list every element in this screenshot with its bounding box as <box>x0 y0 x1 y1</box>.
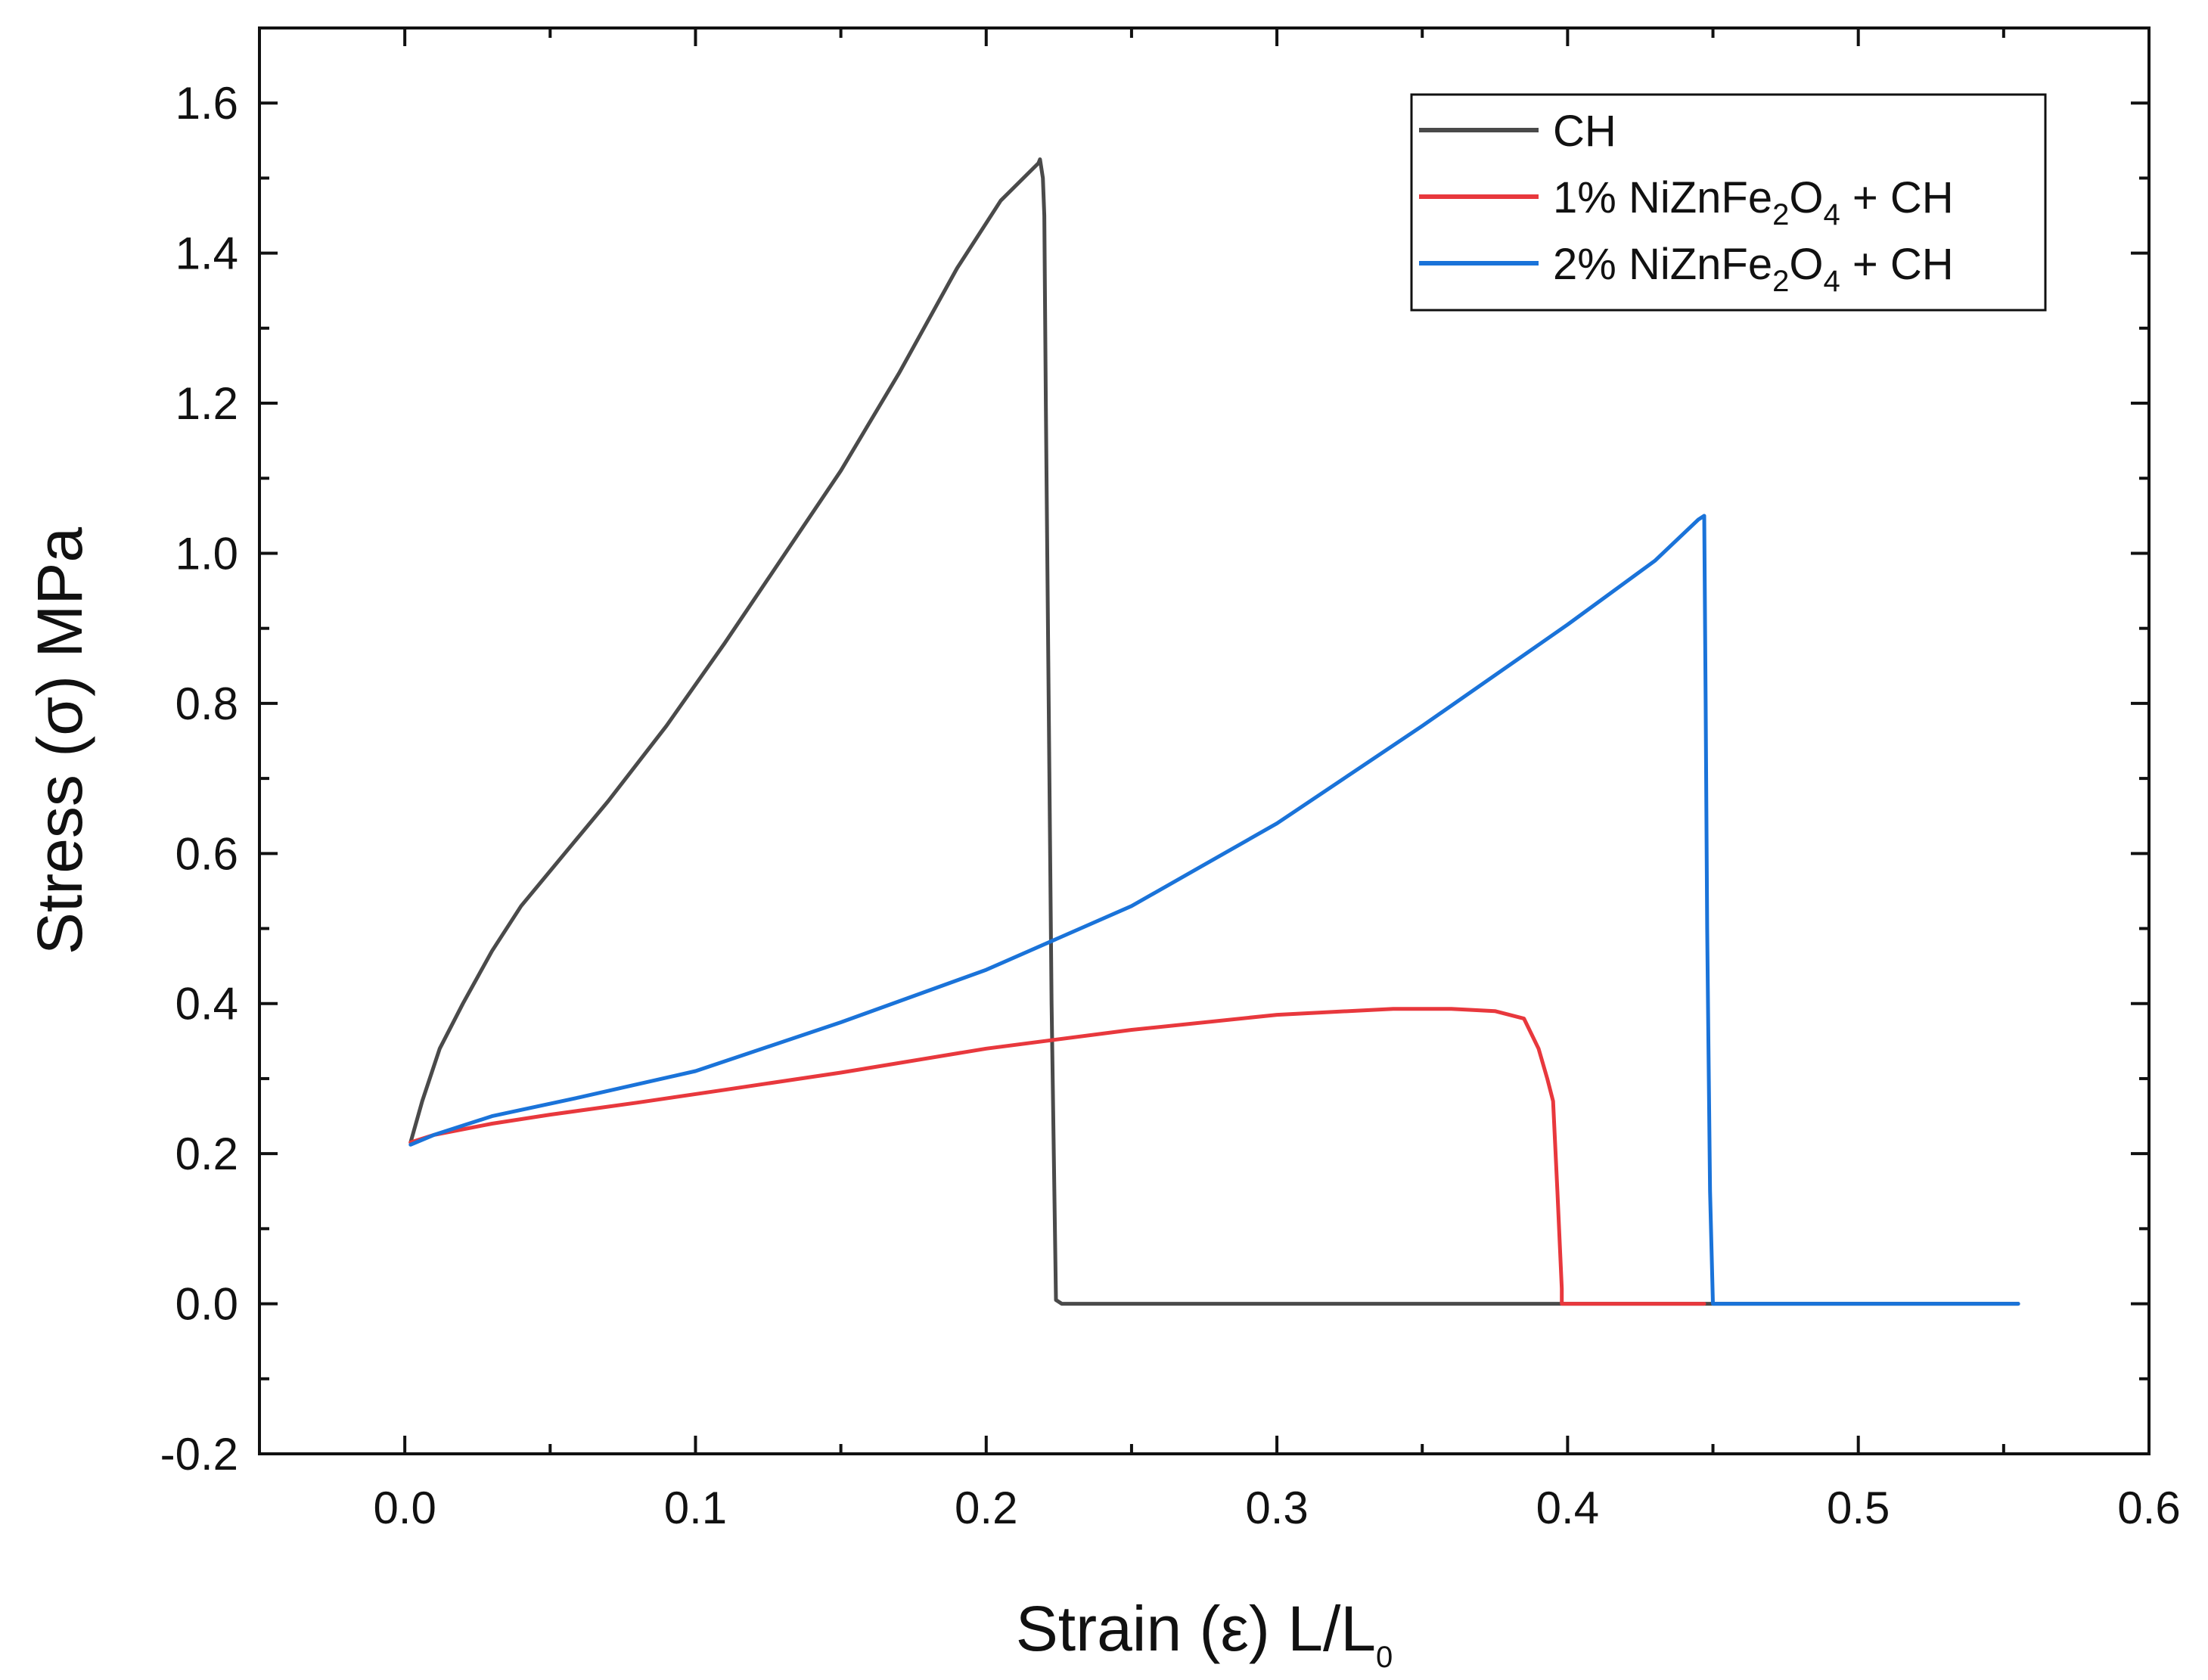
y-axis-title: Stress (σ) MPa <box>24 527 95 955</box>
x-tick-label: 0.5 <box>1827 1483 1890 1533</box>
x-tick-label: 0.2 <box>955 1483 1017 1533</box>
x-axis-title-subscript: 0 <box>1376 1641 1393 1674</box>
series-layer <box>408 157 2020 1306</box>
x-tick-label: 0.0 <box>373 1483 436 1533</box>
legend-label-3: 2% NiZnFe2O4 + CH <box>1553 240 1954 298</box>
y-tick-label: 0.2 <box>175 1129 238 1179</box>
plot-frame <box>258 26 2151 1455</box>
y-tick-label: 0.6 <box>175 828 238 879</box>
x-tick-label: 0.6 <box>2117 1483 2180 1533</box>
series-line-1 <box>408 157 2020 1306</box>
y-tick-label: 0.8 <box>175 679 238 729</box>
legend-label-1: CH <box>1553 107 1616 156</box>
y-tick-label: 1.2 <box>175 378 238 429</box>
x-tick-label: 0.3 <box>1245 1483 1308 1533</box>
series-line-3 <box>408 514 2020 1306</box>
series-line-2 <box>408 1007 1706 1306</box>
y-tick-label: 1.4 <box>175 228 238 279</box>
y-tick-label: -0.2 <box>160 1429 238 1480</box>
x-axis-title-main: Strain (ε) L/L <box>1016 1593 1376 1664</box>
axes-layer: 0.0 0.1 0.2 0.3 0.4 0.5 0.6 -0.2 0.0 0.2 0.4 0.6 0.8… <box>160 26 2181 1533</box>
y-tick-label: 0.0 <box>175 1279 238 1330</box>
y-tick-label: 0.4 <box>175 979 238 1029</box>
x-tick-label: 0.1 <box>664 1483 727 1533</box>
x-tick-label: 0.4 <box>1536 1483 1599 1533</box>
legend: CH 1% NiZnFe2O4 + CH 2% NiZnFe2O4 + CH <box>1410 93 2047 312</box>
y-tick-label: 1.6 <box>175 78 238 129</box>
x-axis-title: Strain (ε) L/L0 <box>1016 1593 1393 1674</box>
legend-label-2: 1% NiZnFe2O4 + CH <box>1553 173 1954 231</box>
y-tick-label: 1.0 <box>175 528 238 579</box>
